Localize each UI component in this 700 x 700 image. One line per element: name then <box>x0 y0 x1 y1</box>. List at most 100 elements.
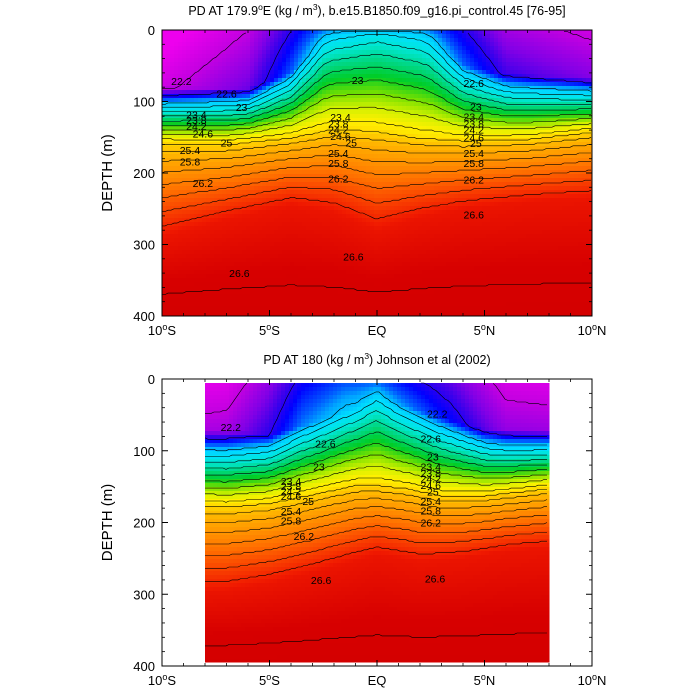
field-cell <box>366 98 371 103</box>
field-cell <box>374 230 379 235</box>
field-cell <box>202 254 207 259</box>
field-cell <box>438 86 443 91</box>
field-cell <box>282 162 287 167</box>
field-cell <box>346 102 351 107</box>
field-cell <box>230 82 235 87</box>
field-cell <box>314 246 319 251</box>
field-cell <box>302 126 307 131</box>
field-cell <box>430 286 435 291</box>
field-cell <box>350 254 355 259</box>
field-cell <box>222 54 227 59</box>
field-cell <box>306 162 311 167</box>
field-cell <box>190 134 195 139</box>
field-cell <box>410 54 415 59</box>
field-cell <box>398 222 403 227</box>
field-cell <box>258 190 263 195</box>
field-cell <box>426 238 431 243</box>
field-cell <box>330 158 335 163</box>
field-cell <box>262 194 267 199</box>
field-cell <box>282 78 287 83</box>
field-cell <box>354 134 359 139</box>
field-cell <box>430 242 435 247</box>
field-cell <box>210 310 215 315</box>
field-cell <box>310 166 315 171</box>
field-cell <box>414 110 419 115</box>
field-cell <box>394 54 399 59</box>
field-cell <box>274 218 279 223</box>
field-cell <box>174 34 179 39</box>
field-cell <box>378 66 383 71</box>
field-cell <box>170 290 175 295</box>
field-cell <box>194 254 199 259</box>
field-cell <box>410 86 415 91</box>
field-cell <box>250 230 255 235</box>
field-cell <box>166 54 171 59</box>
field-cell <box>422 190 427 195</box>
field-cell <box>306 90 311 95</box>
field-cell <box>418 282 423 287</box>
field-cell <box>374 142 379 147</box>
field-cell <box>338 102 343 107</box>
field-cell <box>330 238 335 243</box>
field-cell <box>222 214 227 219</box>
field-cell <box>350 230 355 235</box>
field-cell <box>226 74 231 79</box>
field-cell <box>186 166 191 171</box>
field-cell <box>310 210 315 215</box>
field-cell <box>402 166 407 171</box>
field-cell <box>242 194 247 199</box>
field-cell <box>314 178 319 183</box>
field-cell <box>234 78 239 83</box>
field-cell <box>286 166 291 171</box>
field-cell <box>350 190 355 195</box>
field-cell <box>306 242 311 247</box>
field-cell <box>230 254 235 259</box>
field-cell <box>394 194 399 199</box>
field-cell <box>398 114 403 119</box>
field-cell <box>190 70 195 75</box>
field-cell <box>250 198 255 203</box>
field-cell <box>398 34 403 39</box>
field-cell <box>326 62 331 67</box>
field-cell <box>402 158 407 163</box>
field-cell <box>202 54 207 59</box>
field-cell <box>214 126 219 131</box>
field-cell <box>270 218 275 223</box>
field-cell <box>194 66 199 71</box>
field-cell <box>198 274 203 279</box>
field-cell <box>318 110 323 115</box>
field-cell <box>306 78 311 83</box>
field-cell <box>318 262 323 267</box>
field-cell <box>306 50 311 55</box>
field-cell <box>390 274 395 279</box>
field-cell <box>338 314 343 317</box>
field-cell <box>270 94 275 99</box>
field-cell <box>206 210 211 215</box>
field-cell <box>330 294 335 299</box>
field-cell <box>190 222 195 227</box>
field-cell <box>430 194 435 199</box>
field-cell <box>410 294 415 299</box>
field-cell <box>190 254 195 259</box>
field-cell <box>258 258 263 263</box>
field-cell <box>414 166 419 171</box>
field-cell <box>254 126 259 131</box>
field-cell <box>378 302 383 307</box>
field-cell <box>210 54 215 59</box>
field-cell <box>210 314 215 317</box>
field-cell <box>214 162 219 167</box>
field-cell <box>254 270 259 275</box>
field-cell <box>410 222 415 227</box>
field-cell <box>430 218 435 223</box>
field-cell <box>190 94 195 99</box>
field-cell <box>198 190 203 195</box>
field-cell <box>298 186 303 191</box>
field-cell <box>378 282 383 287</box>
field-cell <box>406 198 411 203</box>
field-cell <box>238 106 243 111</box>
field-cell <box>418 78 423 83</box>
field-cell <box>386 222 391 227</box>
field-cell <box>394 274 399 279</box>
field-cell <box>290 46 295 51</box>
field-cell <box>250 306 255 311</box>
